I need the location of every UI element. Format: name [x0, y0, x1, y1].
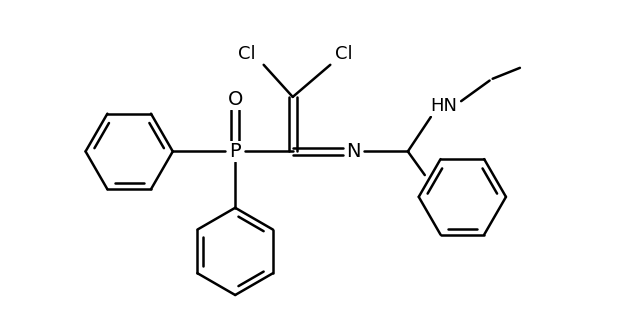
Text: P: P [229, 142, 241, 161]
Text: N: N [346, 142, 360, 161]
Text: Cl: Cl [239, 45, 256, 63]
Text: Cl: Cl [335, 45, 353, 63]
Text: O: O [227, 90, 243, 109]
Text: HN: HN [431, 97, 458, 115]
